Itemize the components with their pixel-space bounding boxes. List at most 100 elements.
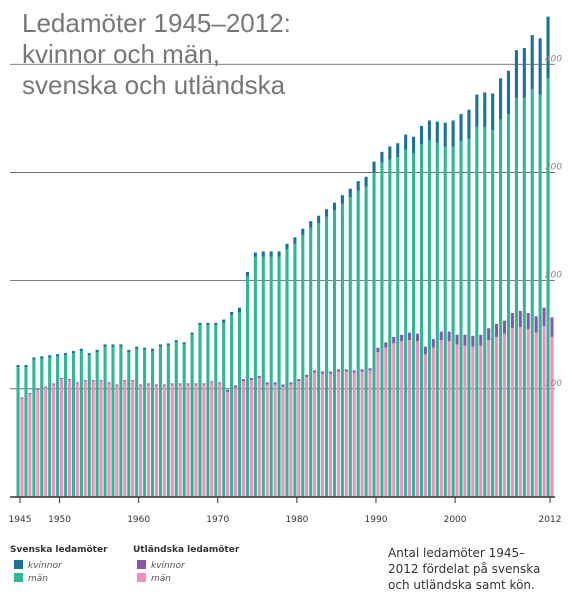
bar-segment — [143, 349, 147, 497]
x-tick-label: 1980 — [285, 515, 308, 525]
bar-segment — [483, 127, 487, 497]
bar-segment — [119, 346, 123, 497]
legend-swatch — [14, 560, 23, 569]
bar-segment — [111, 344, 115, 347]
bar-segment — [154, 384, 158, 386]
bar-segment — [245, 271, 250, 277]
bar-segment — [233, 385, 238, 388]
bar-segment — [253, 256, 257, 497]
bar-segment — [491, 93, 495, 131]
bar-segment — [265, 382, 269, 385]
bar-segment — [56, 354, 60, 357]
bar-segment — [59, 379, 64, 497]
x-tick-label: 1970 — [206, 515, 229, 525]
bar-segment — [170, 384, 174, 497]
bar-segment — [40, 358, 44, 497]
bar-segment — [546, 16, 550, 79]
bar-segment — [115, 384, 119, 386]
bar-segment — [285, 243, 289, 250]
x-tick-label: 2012 — [539, 515, 562, 525]
bar-segment — [380, 162, 384, 497]
caption-line: 2012 fördelat på svenska — [388, 562, 541, 576]
bar-segment — [550, 317, 554, 337]
y-tick-label: 400 — [545, 54, 562, 64]
bar-segment — [459, 114, 463, 142]
bar-segment — [309, 221, 313, 228]
bar-segment — [530, 89, 534, 498]
bar-segment — [16, 365, 20, 368]
bar-segment — [277, 256, 281, 497]
bar-segment — [36, 388, 40, 390]
caption: Antal ledamöter 1945– 2012 fördelat på sv… — [388, 545, 540, 593]
bar-segment — [289, 384, 293, 497]
bar-segment — [103, 346, 107, 497]
bar-segment — [48, 355, 52, 358]
bar-segment — [241, 379, 245, 382]
bar-segment — [506, 70, 511, 115]
bar-segment — [305, 376, 309, 497]
bar-segment — [198, 324, 202, 497]
bar-segment — [309, 227, 313, 498]
bar-segment — [487, 340, 491, 497]
bar-segment — [20, 398, 24, 497]
bar-segment — [364, 176, 368, 187]
x-tick-label: 2000 — [444, 515, 467, 525]
bar-segment — [194, 384, 198, 497]
y-tick-label: 100 — [545, 379, 562, 389]
bar-segment — [214, 324, 218, 497]
bar-segment — [483, 92, 487, 128]
bar-segment — [162, 385, 166, 497]
bar-segment — [281, 386, 285, 497]
bar-segment — [79, 348, 83, 351]
legend-label: kvinnor — [28, 561, 63, 571]
bar-segment — [202, 384, 206, 497]
x-tick-label: 1945 — [9, 515, 32, 525]
bar-segment — [495, 323, 499, 337]
bar-segment — [111, 346, 115, 497]
bar-segment — [87, 353, 91, 356]
bar-segment — [281, 384, 285, 387]
bar-segment — [502, 333, 507, 497]
bar-segment — [392, 343, 396, 497]
legend-label: män — [28, 574, 48, 584]
bar-segment — [297, 381, 301, 497]
bar-segment — [372, 161, 376, 173]
bar-segment — [451, 146, 455, 497]
bar-segment — [320, 371, 325, 374]
bar-segment — [182, 344, 186, 497]
bar-segment — [87, 355, 91, 497]
bar-segment — [56, 356, 60, 497]
legend-title: Utländska ledamöter — [133, 545, 240, 555]
bar-segment — [320, 373, 325, 497]
bar-segment — [317, 223, 321, 497]
bar-segment — [427, 120, 431, 140]
bar-segment — [44, 387, 48, 497]
bar-segment — [293, 243, 297, 497]
bar-segment — [427, 139, 431, 497]
bar-segment — [154, 385, 158, 497]
bar-segment — [63, 353, 68, 356]
bar-segment — [313, 370, 317, 373]
caption-line: och utländska samt kön. — [388, 578, 535, 592]
bar-segment — [230, 312, 234, 316]
bar-segment — [522, 48, 526, 98]
bar-segment — [182, 342, 186, 345]
bar-segment — [103, 344, 107, 347]
bar-segment — [91, 381, 95, 497]
bar-segment — [522, 97, 526, 497]
bar-segment — [502, 320, 507, 334]
bar-segment — [332, 202, 337, 211]
bar-segment — [24, 365, 28, 368]
bar-segment — [170, 383, 174, 385]
bar-segment — [506, 114, 511, 497]
bar-segment — [455, 344, 459, 497]
bar-segment — [123, 380, 127, 382]
bar-segment — [127, 349, 131, 353]
bar-segment — [408, 332, 412, 341]
bar-segment — [459, 141, 463, 497]
bar-segment — [336, 369, 340, 372]
bar-segment — [63, 355, 68, 497]
bar-segment — [336, 371, 340, 497]
